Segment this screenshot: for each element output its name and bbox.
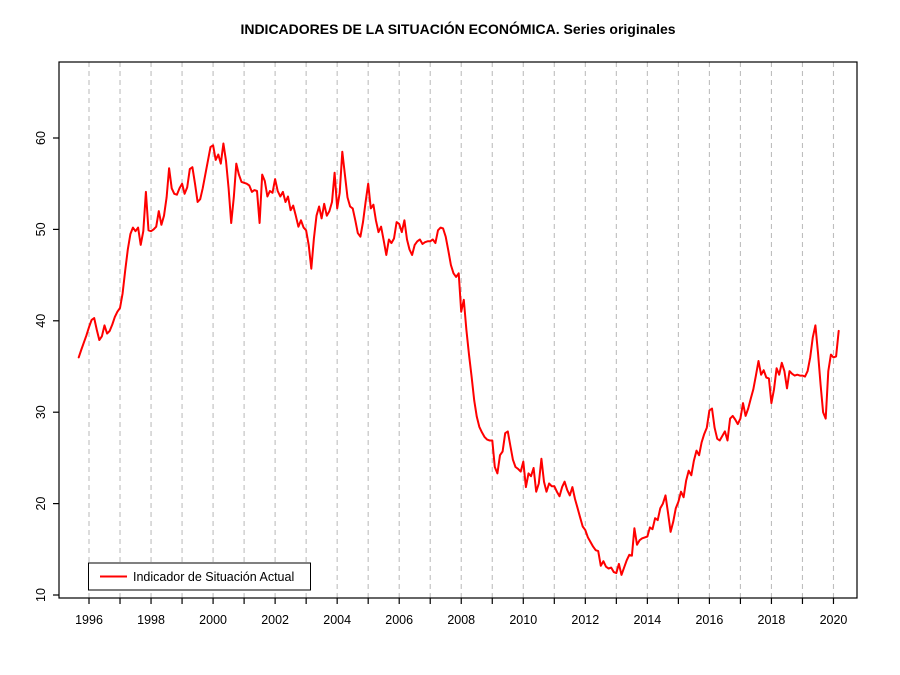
x-tick-label: 2020 <box>820 613 848 627</box>
y-tick-label: 10 <box>34 588 48 602</box>
plot-border <box>58 61 858 599</box>
x-tick-label: 2014 <box>633 613 661 627</box>
x-tick-label: 2006 <box>385 613 413 627</box>
chart-title: INDICADORES DE LA SITUACIÓN ECONÓMICA. S… <box>240 20 675 37</box>
y-tick-label: 60 <box>34 131 48 145</box>
x-tick-label: 2008 <box>447 613 475 627</box>
series-line-indicador-situacion-actual <box>77 142 840 576</box>
x-tick-label: 2002 <box>261 613 289 627</box>
x-tick-label: 2004 <box>323 613 351 627</box>
plot-area: 1996 1998 2000 2002 2004 2006 2008 2010 2012 2014… <box>34 61 858 627</box>
x-tick-label: 2012 <box>571 613 599 627</box>
y-tick-label: 20 <box>34 497 48 511</box>
y-tick-label: 40 <box>34 314 48 328</box>
x-tick-label: 1996 <box>75 613 103 627</box>
y-tick-label: 50 <box>34 222 48 236</box>
x-tick-label: 2000 <box>199 613 227 627</box>
legend-label: Indicador de Situación Actual <box>133 570 294 584</box>
x-tick-label: 2010 <box>509 613 537 627</box>
y-tick-label: 30 <box>34 405 48 419</box>
x-tick-label: 2018 <box>758 613 786 627</box>
x-tick-label: 2016 <box>695 613 723 627</box>
x-tick-label: 1998 <box>137 613 165 627</box>
